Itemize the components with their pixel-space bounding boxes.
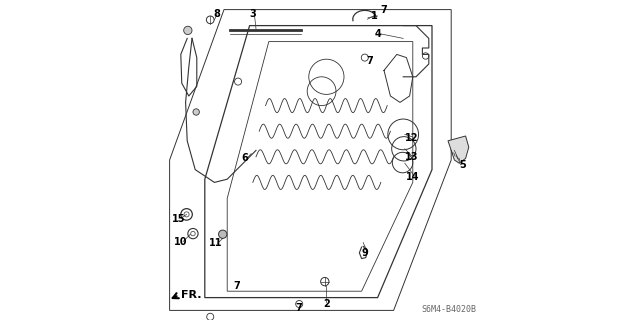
Text: 7: 7 — [366, 56, 373, 66]
Text: 8: 8 — [214, 9, 220, 20]
Text: 1: 1 — [371, 11, 378, 21]
Text: 9: 9 — [362, 248, 368, 258]
Circle shape — [234, 78, 242, 85]
Circle shape — [206, 16, 214, 24]
Text: 2: 2 — [323, 299, 330, 309]
Text: 6: 6 — [241, 153, 248, 164]
Circle shape — [422, 53, 429, 59]
Text: 3: 3 — [250, 9, 256, 20]
Circle shape — [207, 313, 214, 320]
Circle shape — [193, 109, 200, 115]
Circle shape — [219, 230, 227, 238]
Text: 4: 4 — [374, 28, 381, 39]
Text: FR.: FR. — [182, 290, 202, 300]
Text: 14: 14 — [406, 172, 420, 182]
Text: 11: 11 — [209, 238, 223, 248]
Text: 7: 7 — [234, 281, 240, 292]
Circle shape — [296, 300, 303, 308]
Text: 7: 7 — [296, 303, 303, 313]
Text: 5: 5 — [459, 160, 466, 170]
Circle shape — [362, 54, 369, 61]
Text: 13: 13 — [404, 152, 418, 163]
Text: 7: 7 — [381, 4, 387, 15]
Circle shape — [184, 26, 192, 35]
Text: 12: 12 — [404, 132, 418, 143]
Polygon shape — [448, 136, 468, 163]
Circle shape — [321, 277, 329, 286]
Text: S6M4-B4020B: S6M4-B4020B — [422, 305, 477, 314]
Text: 10: 10 — [174, 236, 188, 247]
Text: 15: 15 — [172, 214, 186, 224]
